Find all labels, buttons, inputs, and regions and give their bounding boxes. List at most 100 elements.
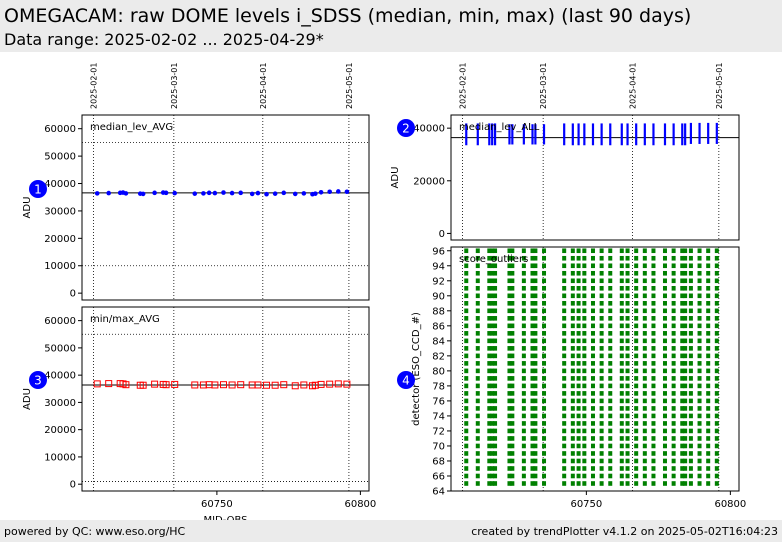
score-point: [490, 376, 495, 381]
score-point: [530, 428, 535, 434]
score-point: [697, 413, 702, 419]
score-point: [521, 255, 526, 261]
score-point: [662, 368, 667, 374]
score-point: [542, 285, 547, 291]
score-point: [680, 338, 685, 344]
data-point: [237, 381, 245, 389]
score-point: [576, 353, 581, 359]
score-point: [688, 248, 693, 254]
score-point: [576, 458, 581, 464]
score-point: [487, 376, 492, 381]
score-point: [576, 293, 581, 299]
y-tick-label: 0: [70, 480, 76, 491]
score-point: [493, 285, 498, 291]
y-tick-label: 0: [439, 229, 445, 240]
score-point: [487, 255, 492, 261]
score-point: [680, 323, 685, 329]
score-point: [619, 368, 624, 374]
score-point: [582, 301, 587, 306]
score-point: [619, 361, 624, 366]
score-point: [507, 270, 512, 276]
score-point: [487, 413, 492, 419]
score-point: [671, 263, 676, 269]
score-point: [671, 458, 676, 464]
data-point: [211, 381, 219, 389]
score-point: [582, 458, 587, 464]
score-point: [570, 391, 575, 396]
data-point: [264, 191, 269, 197]
score-point: [706, 413, 711, 419]
data-point: [122, 381, 130, 389]
score-point: [662, 331, 667, 336]
score-point: [510, 421, 515, 426]
score-point: [680, 436, 685, 441]
score-point: [582, 376, 587, 381]
score-point: [542, 270, 547, 276]
score-point: [697, 398, 702, 404]
score-point: [590, 473, 595, 479]
score-point: [680, 398, 685, 404]
score-point: [590, 278, 595, 284]
score-point: [542, 338, 547, 344]
score-point: [683, 436, 688, 441]
score-point: [662, 398, 667, 404]
data-point: [140, 191, 146, 197]
score-point: [576, 421, 581, 426]
score-point: [490, 255, 495, 261]
score-point: [490, 406, 495, 411]
score-point: [542, 481, 547, 486]
score-point: [542, 451, 547, 456]
score-point: [576, 346, 581, 351]
score-point: [625, 443, 630, 449]
score-point: [688, 436, 693, 441]
score-point: [493, 346, 498, 351]
score-point: [714, 383, 719, 389]
score-point: [714, 466, 719, 471]
score-point: [634, 451, 639, 456]
score-point: [490, 473, 495, 479]
y-tick-label: 30000: [44, 398, 76, 409]
score-point: [714, 481, 719, 486]
panel-label: min/max_AVG: [90, 314, 160, 325]
data-point: [162, 381, 170, 389]
score-point: [599, 270, 604, 276]
score-point: [671, 353, 676, 359]
score-point: [680, 308, 685, 314]
score-point: [576, 316, 581, 321]
score-point: [487, 368, 492, 374]
data-point: [201, 191, 206, 196]
score-point: [562, 466, 567, 471]
score-point: [542, 308, 547, 314]
score-point: [619, 406, 624, 411]
score-point: [651, 263, 656, 269]
score-point: [570, 331, 575, 336]
score-point: [688, 428, 693, 434]
score-point: [570, 316, 575, 321]
score-point: [590, 391, 595, 396]
score-point: [576, 338, 581, 344]
score-point: [688, 383, 693, 389]
score-point: [530, 421, 535, 426]
score-point: [590, 466, 595, 471]
score-point: [625, 301, 630, 306]
data-point: [238, 190, 244, 196]
score-point: [706, 473, 711, 479]
score-point: [608, 353, 613, 359]
score-point: [464, 443, 469, 449]
score-point: [576, 443, 581, 449]
score-point: [697, 353, 702, 359]
score-point: [619, 316, 624, 321]
score-point: [475, 308, 480, 314]
score-point: [530, 368, 535, 374]
score-point: [662, 278, 667, 284]
score-point: [697, 383, 702, 389]
score-point: [475, 428, 480, 434]
score-point: [493, 428, 498, 434]
score-point: [642, 398, 647, 404]
score-point: [490, 323, 495, 329]
score-point: [688, 451, 693, 456]
score-point: [490, 331, 495, 336]
score-point: [642, 376, 647, 381]
score-point: [697, 331, 702, 336]
score-point: [625, 338, 630, 344]
